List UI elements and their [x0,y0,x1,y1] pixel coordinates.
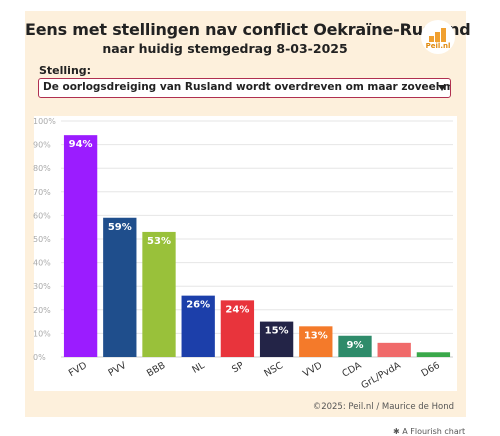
flourish-icon: ✱ [393,427,403,436]
logo-bar-icon [441,28,446,42]
bar [377,342,411,357]
x-tick-label: CDA [340,360,363,380]
logo-bar-icon [435,32,440,42]
y-tick-label: 90% [33,141,51,150]
x-tick-label: FVD [67,360,89,379]
y-tick-label: 40% [33,259,51,268]
y-tick-label: 20% [33,306,51,315]
logo-bar-icon [429,36,434,42]
flourish-credit[interactable]: ✱ A Flourish chart [393,427,465,436]
data-label: 13% [304,330,328,341]
data-label: 24% [225,304,249,315]
data-label: 26% [186,300,210,311]
x-tick-label: SP [230,360,246,376]
data-label: 53% [147,236,171,247]
x-tick-label: GrL/PvdA [359,360,403,392]
x-tick-label: BBB [145,360,167,379]
bar [142,231,176,357]
data-label: 9% [347,340,364,351]
stelling-selected-value: De oorlogsdreiging van Rusland wordt ove… [43,81,450,93]
y-tick-label: 60% [33,211,51,220]
x-tick-label: VVD [301,360,324,380]
y-tick-label: 10% [33,329,51,338]
x-tick-label: NSC [262,360,285,380]
data-label: 94% [69,139,93,150]
y-tick-label: 80% [33,164,51,173]
data-label: 59% [108,222,132,233]
y-tick-label: 0% [33,353,46,362]
logo-text: Peil.nl [425,42,451,50]
y-tick-label: 100% [33,117,56,126]
bar [103,217,137,357]
x-tick-label: D66 [420,360,442,379]
chart-title: Eens met stellingen nav conflict Oekraïn… [25,20,471,39]
chevron-down-icon[interactable] [438,85,446,91]
bar [259,321,294,357]
chart-subtitle: naar huidig stemgedrag 8-03-2025 [102,41,348,56]
data-label: 15% [265,326,289,337]
y-tick-label: 50% [33,235,51,244]
bar [63,135,98,357]
x-tick-label: NL [190,360,207,376]
stelling-label: Stelling: [39,64,92,77]
stelling-select[interactable]: De oorlogsdreiging van Rusland wordt ove… [38,78,451,98]
flourish-credit-text: A Flourish chart [402,427,466,436]
bar [299,326,333,357]
bar [416,352,451,357]
y-tick-label: 70% [33,188,51,197]
footer-credit: ©2025: Peil.nl / Maurice de Hond [312,402,454,412]
x-tick-label: PVV [107,360,129,379]
bar [338,335,372,357]
peil-logo: Peil.nl [421,20,455,54]
bar [220,300,255,357]
y-tick-label: 30% [33,282,51,291]
bar [181,295,215,357]
bar-chart: 0% 10% 20% 30% 40% 50% 60% 70% 80% 90% 100% 94% FVD 5… [33,117,453,392]
